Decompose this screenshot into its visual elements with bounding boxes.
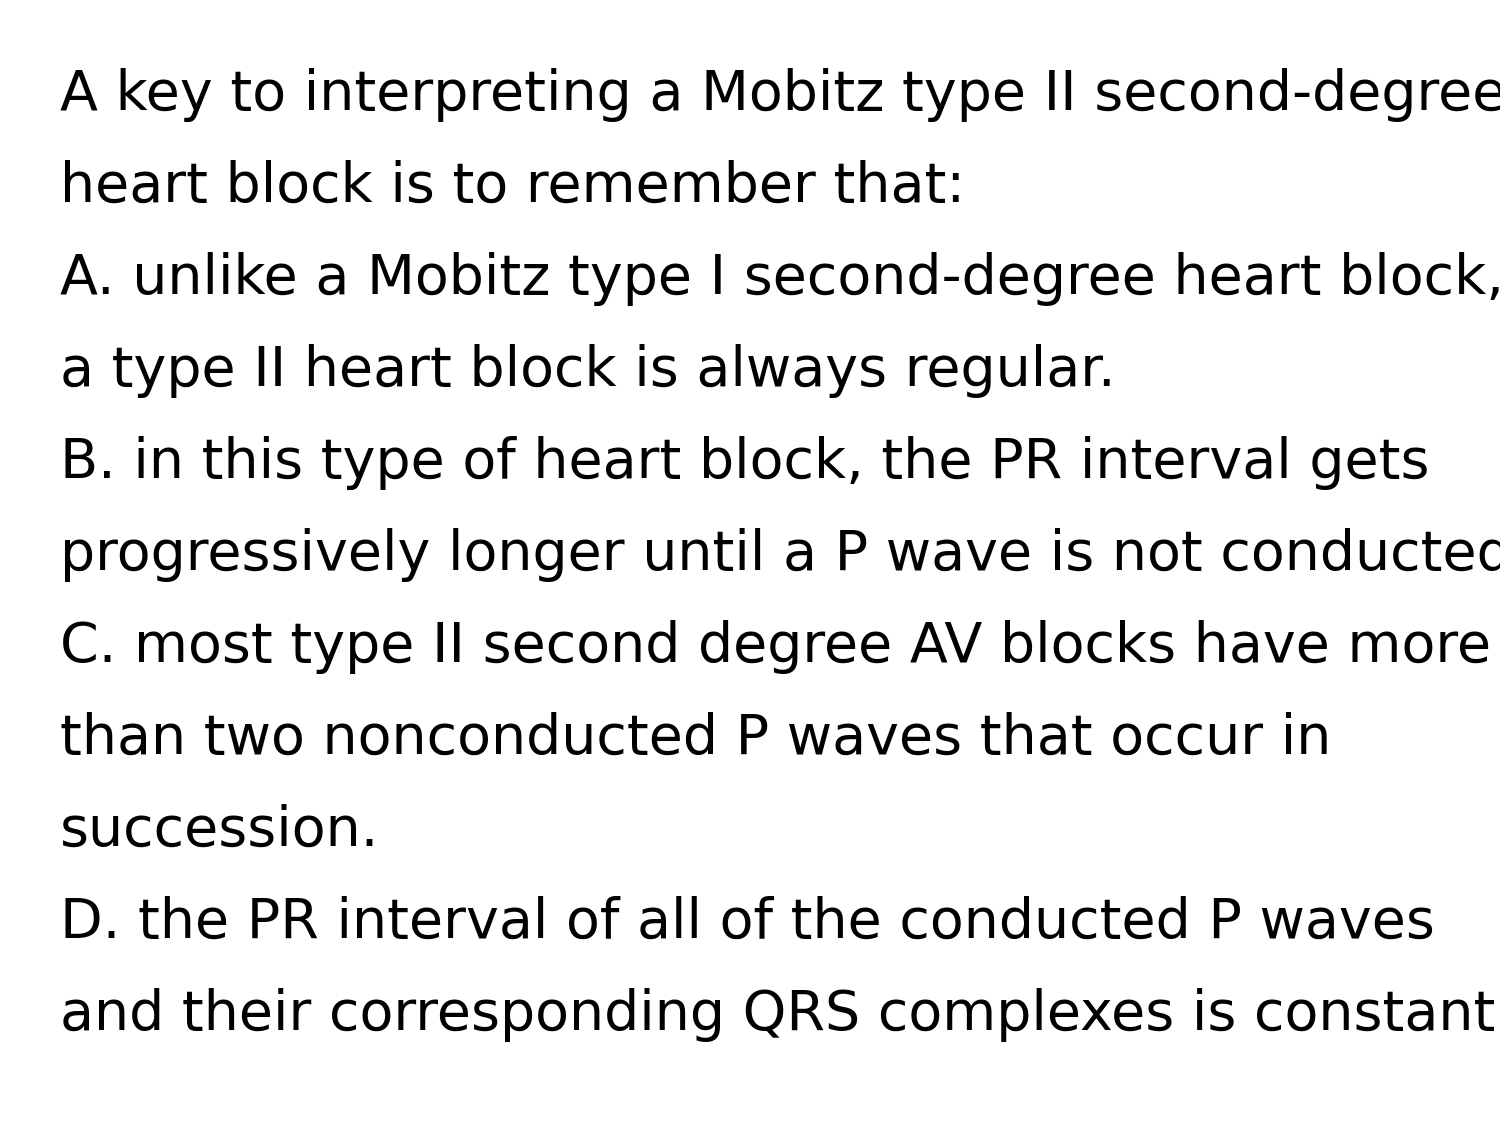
- Text: and their corresponding QRS complexes is constant.: and their corresponding QRS complexes is…: [60, 988, 1500, 1042]
- Text: heart block is to remember that:: heart block is to remember that:: [60, 160, 964, 214]
- Text: C. most type II second degree AV blocks have more: C. most type II second degree AV blocks …: [60, 620, 1491, 675]
- Text: B. in this type of heart block, the PR interval gets: B. in this type of heart block, the PR i…: [60, 437, 1429, 490]
- Text: A key to interpreting a Mobitz type II second-degree: A key to interpreting a Mobitz type II s…: [60, 68, 1500, 122]
- Text: than two nonconducted P waves that occur in: than two nonconducted P waves that occur…: [60, 712, 1332, 766]
- Text: succession.: succession.: [60, 804, 380, 858]
- Text: A. unlike a Mobitz type I second-degree heart block,: A. unlike a Mobitz type I second-degree …: [60, 252, 1500, 306]
- Text: a type II heart block is always regular.: a type II heart block is always regular.: [60, 344, 1116, 398]
- Text: D. the PR interval of all of the conducted P waves: D. the PR interval of all of the conduct…: [60, 896, 1436, 950]
- Text: progressively longer until a P wave is not conducted.: progressively longer until a P wave is n…: [60, 528, 1500, 582]
